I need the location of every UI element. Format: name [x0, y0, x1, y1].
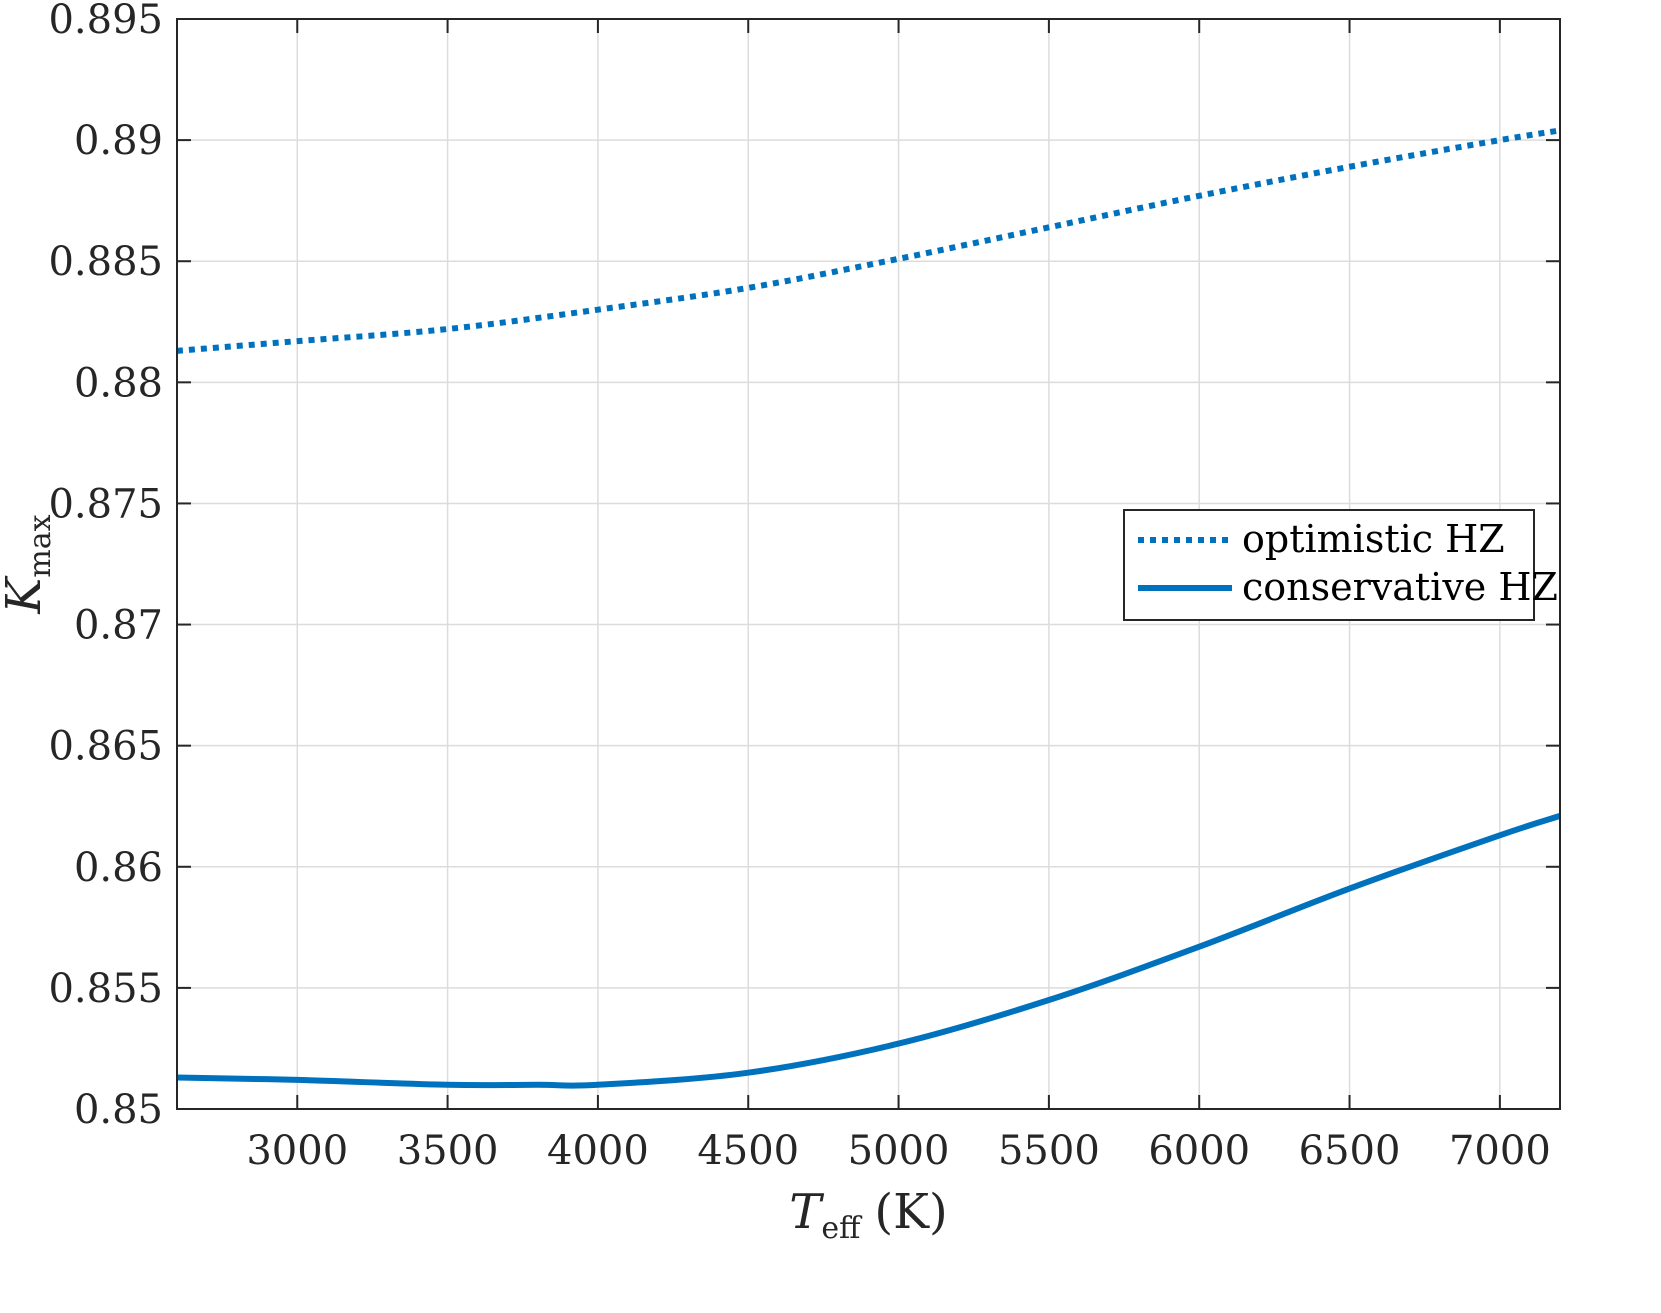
series-group	[176, 127, 1561, 1089]
x-axis-label-sub: eff	[821, 1211, 863, 1246]
x-tick-label: 4000	[547, 1128, 649, 1174]
y-tick-label: 0.88	[74, 360, 163, 406]
x-tick-label: 5000	[848, 1128, 950, 1174]
y-axis-label: Kmax	[0, 514, 58, 614]
y-tick-label: 0.86	[74, 845, 163, 891]
x-tick-label: 5500	[998, 1128, 1100, 1174]
ticks	[177, 18, 1560, 1110]
x-tick-label: 4500	[697, 1128, 799, 1174]
y-tick-label: 0.895	[48, 0, 163, 43]
x-axis-label-main: T	[789, 1184, 824, 1240]
x-tick-label: 6000	[1148, 1128, 1250, 1174]
x-axis-label-unit: (K)	[874, 1184, 947, 1240]
y-tick-label: 0.85	[74, 1087, 163, 1133]
x-tick-label: 3500	[397, 1128, 499, 1174]
y-tick-label: 0.875	[48, 481, 163, 527]
tick-labels: 3000 3500 4000 4500 5000 5500 6000 6500 7000 0.85…	[48, 0, 1550, 1174]
legend-label-conservative: conservative HZ	[1242, 565, 1558, 609]
x-tick-label: 6500	[1299, 1128, 1401, 1174]
y-tick-label: 0.89	[74, 118, 163, 164]
y-axis-label-sub: max	[23, 514, 58, 577]
plot-frame	[176, 18, 1561, 1110]
x-axis-label: Teff (K)	[789, 1184, 947, 1246]
y-axis-label-main: K	[0, 575, 52, 615]
legend-label-optimistic: optimistic HZ	[1242, 517, 1505, 561]
series-line-conservative	[176, 813, 1561, 1089]
y-tick-label: 0.855	[48, 966, 163, 1012]
y-tick-label: 0.865	[48, 724, 163, 770]
legend: optimistic HZ conservative HZ	[1123, 509, 1558, 621]
legend-box	[1123, 509, 1535, 621]
y-tick-label: 0.885	[48, 239, 163, 285]
y-tick-label: 0.87	[74, 603, 163, 649]
x-tick-label: 3000	[246, 1128, 348, 1174]
series-line-optimistic	[176, 127, 1561, 354]
x-tick-label: 7000	[1449, 1128, 1551, 1174]
